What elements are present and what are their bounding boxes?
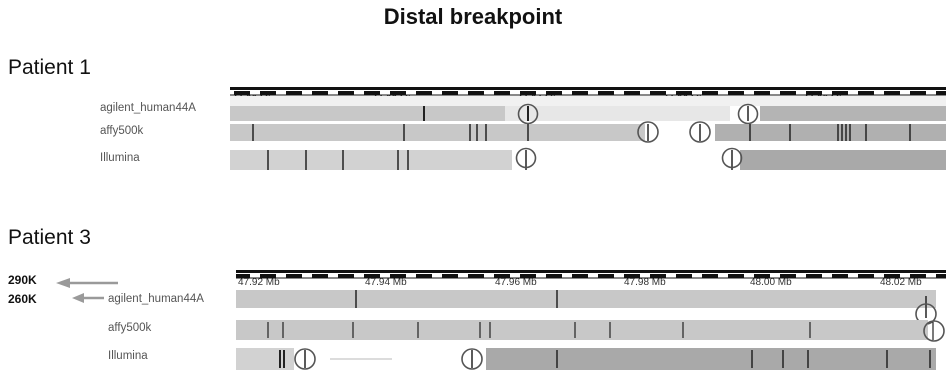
- breakpoint-circle: [461, 348, 483, 370]
- ruler-patient-3: [236, 270, 946, 279]
- panel-label-patient-3: Patient 3: [8, 226, 91, 249]
- breakpoint-circle: [923, 320, 945, 342]
- tick-label: 47.96 Mb: [495, 277, 537, 288]
- annotation-260k: 260K: [8, 292, 37, 306]
- track-affy-p1: [230, 121, 946, 143]
- track-label-illumina-p1: Illumina: [100, 152, 140, 164]
- breakpoint-circle: [294, 348, 316, 370]
- figure-title: Distal breakpoint: [383, 4, 563, 29]
- tick-label: 48.02 Mb: [880, 277, 922, 288]
- arrow-290k: [56, 278, 118, 288]
- track-agilent-p3: [236, 290, 937, 325]
- breakpoint-circle: [737, 103, 759, 125]
- panel-label-patient-1: Patient 1: [8, 56, 91, 79]
- track-label-agilent-p1: agilent_human44A: [100, 102, 196, 114]
- track-agilent-p1: [230, 103, 946, 125]
- breakpoint-circle: [689, 121, 711, 143]
- tick-label: 47.92 Mb: [238, 277, 280, 288]
- track-label-agilent-p3: agilent_human44A: [108, 293, 204, 305]
- breakpoint-circle: [637, 121, 659, 143]
- breakpoint-circle: [721, 147, 743, 169]
- tick-label: 47.98 Mb: [624, 277, 666, 288]
- ruler-patient-1: [230, 87, 946, 96]
- tick-label: 47.94 Mb: [365, 277, 407, 288]
- breakpoint-circle: [517, 103, 539, 125]
- annotation-290k: 290K: [8, 273, 37, 287]
- track-label-affy-p1: affy500k: [100, 125, 144, 137]
- tick-label: 48.00 Mb: [750, 277, 792, 288]
- arrow-260k: [72, 293, 104, 303]
- track-illumina-p1: [230, 147, 946, 170]
- track-label-illumina-p3: Illumina: [108, 350, 148, 362]
- track-label-affy-p3: affy500k: [108, 322, 152, 334]
- track-affy-p3: [236, 320, 945, 342]
- breakpoint-circle: [515, 147, 537, 169]
- track-illumina-p3: [236, 348, 936, 370]
